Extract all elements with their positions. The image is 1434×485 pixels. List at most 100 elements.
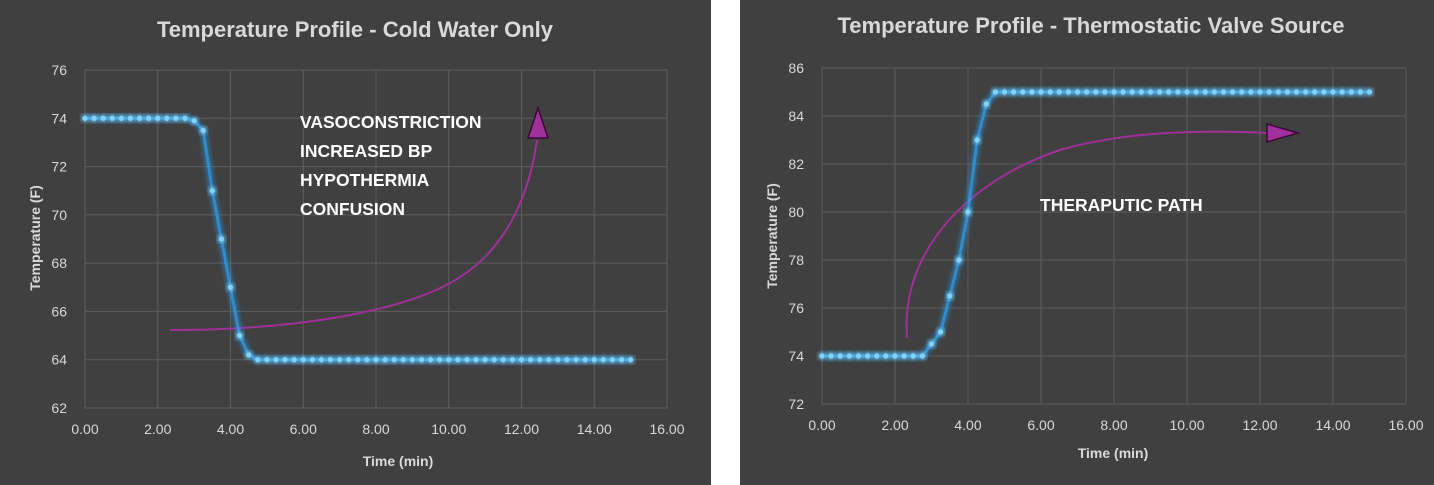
data-point — [291, 357, 297, 363]
data-point — [828, 353, 834, 359]
data-point — [482, 357, 488, 363]
data-point — [164, 115, 170, 121]
x-tick-label: 2.00 — [144, 421, 171, 437]
chart-cold-water: Temperature Profile - Cold Water Only 62… — [27, 17, 685, 469]
y-tick-label: 76 — [51, 62, 67, 78]
data-point — [883, 353, 889, 359]
y-tick-label: 72 — [51, 159, 67, 175]
data-point — [1047, 89, 1053, 95]
series-points — [82, 115, 634, 363]
y-tick-label: 66 — [51, 303, 67, 319]
y-tick-label: 78 — [788, 252, 804, 268]
x-tick-label: 16.00 — [1388, 417, 1423, 433]
y-tick-label: 82 — [788, 156, 804, 172]
data-point — [865, 353, 871, 359]
data-point — [100, 115, 106, 121]
data-point — [1157, 89, 1163, 95]
x-tick-label: 8.00 — [1100, 417, 1127, 433]
data-point — [1166, 89, 1172, 95]
data-point — [956, 257, 962, 263]
data-point — [1339, 89, 1345, 95]
data-point — [1248, 89, 1254, 95]
data-point — [1220, 89, 1227, 95]
x-tick-label: 12.00 — [504, 421, 539, 437]
data-point — [509, 357, 516, 363]
x-tick-labels: 0.00 2.00 4.00 6.00 8.00 10.00 12.00 14.00 16.00 — [71, 421, 684, 437]
data-point — [855, 353, 862, 359]
y-tick-labels: 62 64 66 68 70 72 74 76 — [51, 62, 67, 416]
data-point — [173, 115, 179, 121]
data-point — [1312, 89, 1318, 95]
data-point — [1120, 89, 1126, 95]
data-point — [618, 357, 625, 363]
y-tick-label: 62 — [51, 400, 67, 416]
data-point — [974, 137, 980, 143]
data-point — [1147, 89, 1154, 95]
data-point — [938, 329, 944, 335]
data-point — [1093, 89, 1099, 95]
data-point — [1038, 89, 1044, 95]
data-point — [155, 115, 161, 121]
series-points — [819, 89, 1373, 359]
data-point — [500, 357, 506, 363]
data-point — [1111, 89, 1117, 95]
data-point — [346, 357, 352, 363]
y-tick-label: 80 — [788, 204, 804, 220]
data-point — [300, 357, 306, 363]
data-point — [901, 353, 907, 359]
chart-title: Temperature Profile - Thermostatic Valve… — [838, 13, 1345, 38]
data-point — [1202, 89, 1208, 95]
data-point — [837, 353, 843, 359]
x-tick-label: 16.00 — [649, 421, 684, 437]
data-point — [1257, 89, 1263, 95]
data-point — [1239, 89, 1245, 95]
data-point — [609, 357, 616, 363]
data-point — [118, 115, 124, 121]
data-point — [382, 357, 388, 363]
annotation-line-1: VASOCONSTRICTION — [300, 112, 482, 132]
data-point — [282, 357, 288, 363]
data-point — [1230, 89, 1236, 95]
data-point — [127, 115, 134, 121]
data-point — [928, 341, 935, 347]
x-tick-label: 14.00 — [577, 421, 612, 437]
data-point — [1001, 89, 1008, 95]
data-point — [109, 115, 115, 121]
chart-thermostatic: Temperature Profile - Thermostatic Valve… — [764, 13, 1424, 461]
data-point — [846, 353, 852, 359]
data-point — [191, 118, 197, 124]
data-point — [1357, 89, 1363, 95]
y-tick-labels: 72 74 76 78 80 82 84 86 — [788, 60, 804, 412]
data-point — [1129, 89, 1135, 95]
data-point — [564, 357, 570, 363]
data-point — [264, 357, 270, 363]
data-point — [1330, 89, 1336, 95]
x-tick-label: 6.00 — [1027, 417, 1054, 433]
data-point — [947, 293, 953, 299]
x-tick-label: 4.00 — [217, 421, 244, 437]
data-point — [473, 357, 479, 363]
data-point — [355, 357, 361, 363]
data-point — [527, 357, 534, 363]
data-point — [327, 357, 334, 363]
x-tick-label: 4.00 — [954, 417, 981, 433]
data-point — [1138, 89, 1144, 95]
y-tick-label: 64 — [51, 352, 67, 368]
data-point — [82, 115, 88, 121]
trend-arrow-curve — [169, 139, 538, 331]
x-tick-label: 2.00 — [881, 417, 908, 433]
x-axis-label: Time (min) — [363, 453, 434, 469]
y-tick-label: 72 — [788, 396, 804, 412]
data-point — [1175, 89, 1181, 95]
data-point — [892, 353, 898, 359]
gridlines — [821, 67, 1407, 405]
annotation-line-2: INCREASED BP — [300, 141, 433, 161]
data-point — [591, 357, 597, 363]
data-point — [464, 357, 470, 363]
data-point — [273, 357, 279, 363]
data-point — [600, 357, 606, 363]
data-point — [874, 353, 880, 359]
data-point — [427, 357, 434, 363]
data-point — [1102, 89, 1108, 95]
annotation-line-3: HYPOTHERMIA — [300, 170, 430, 190]
